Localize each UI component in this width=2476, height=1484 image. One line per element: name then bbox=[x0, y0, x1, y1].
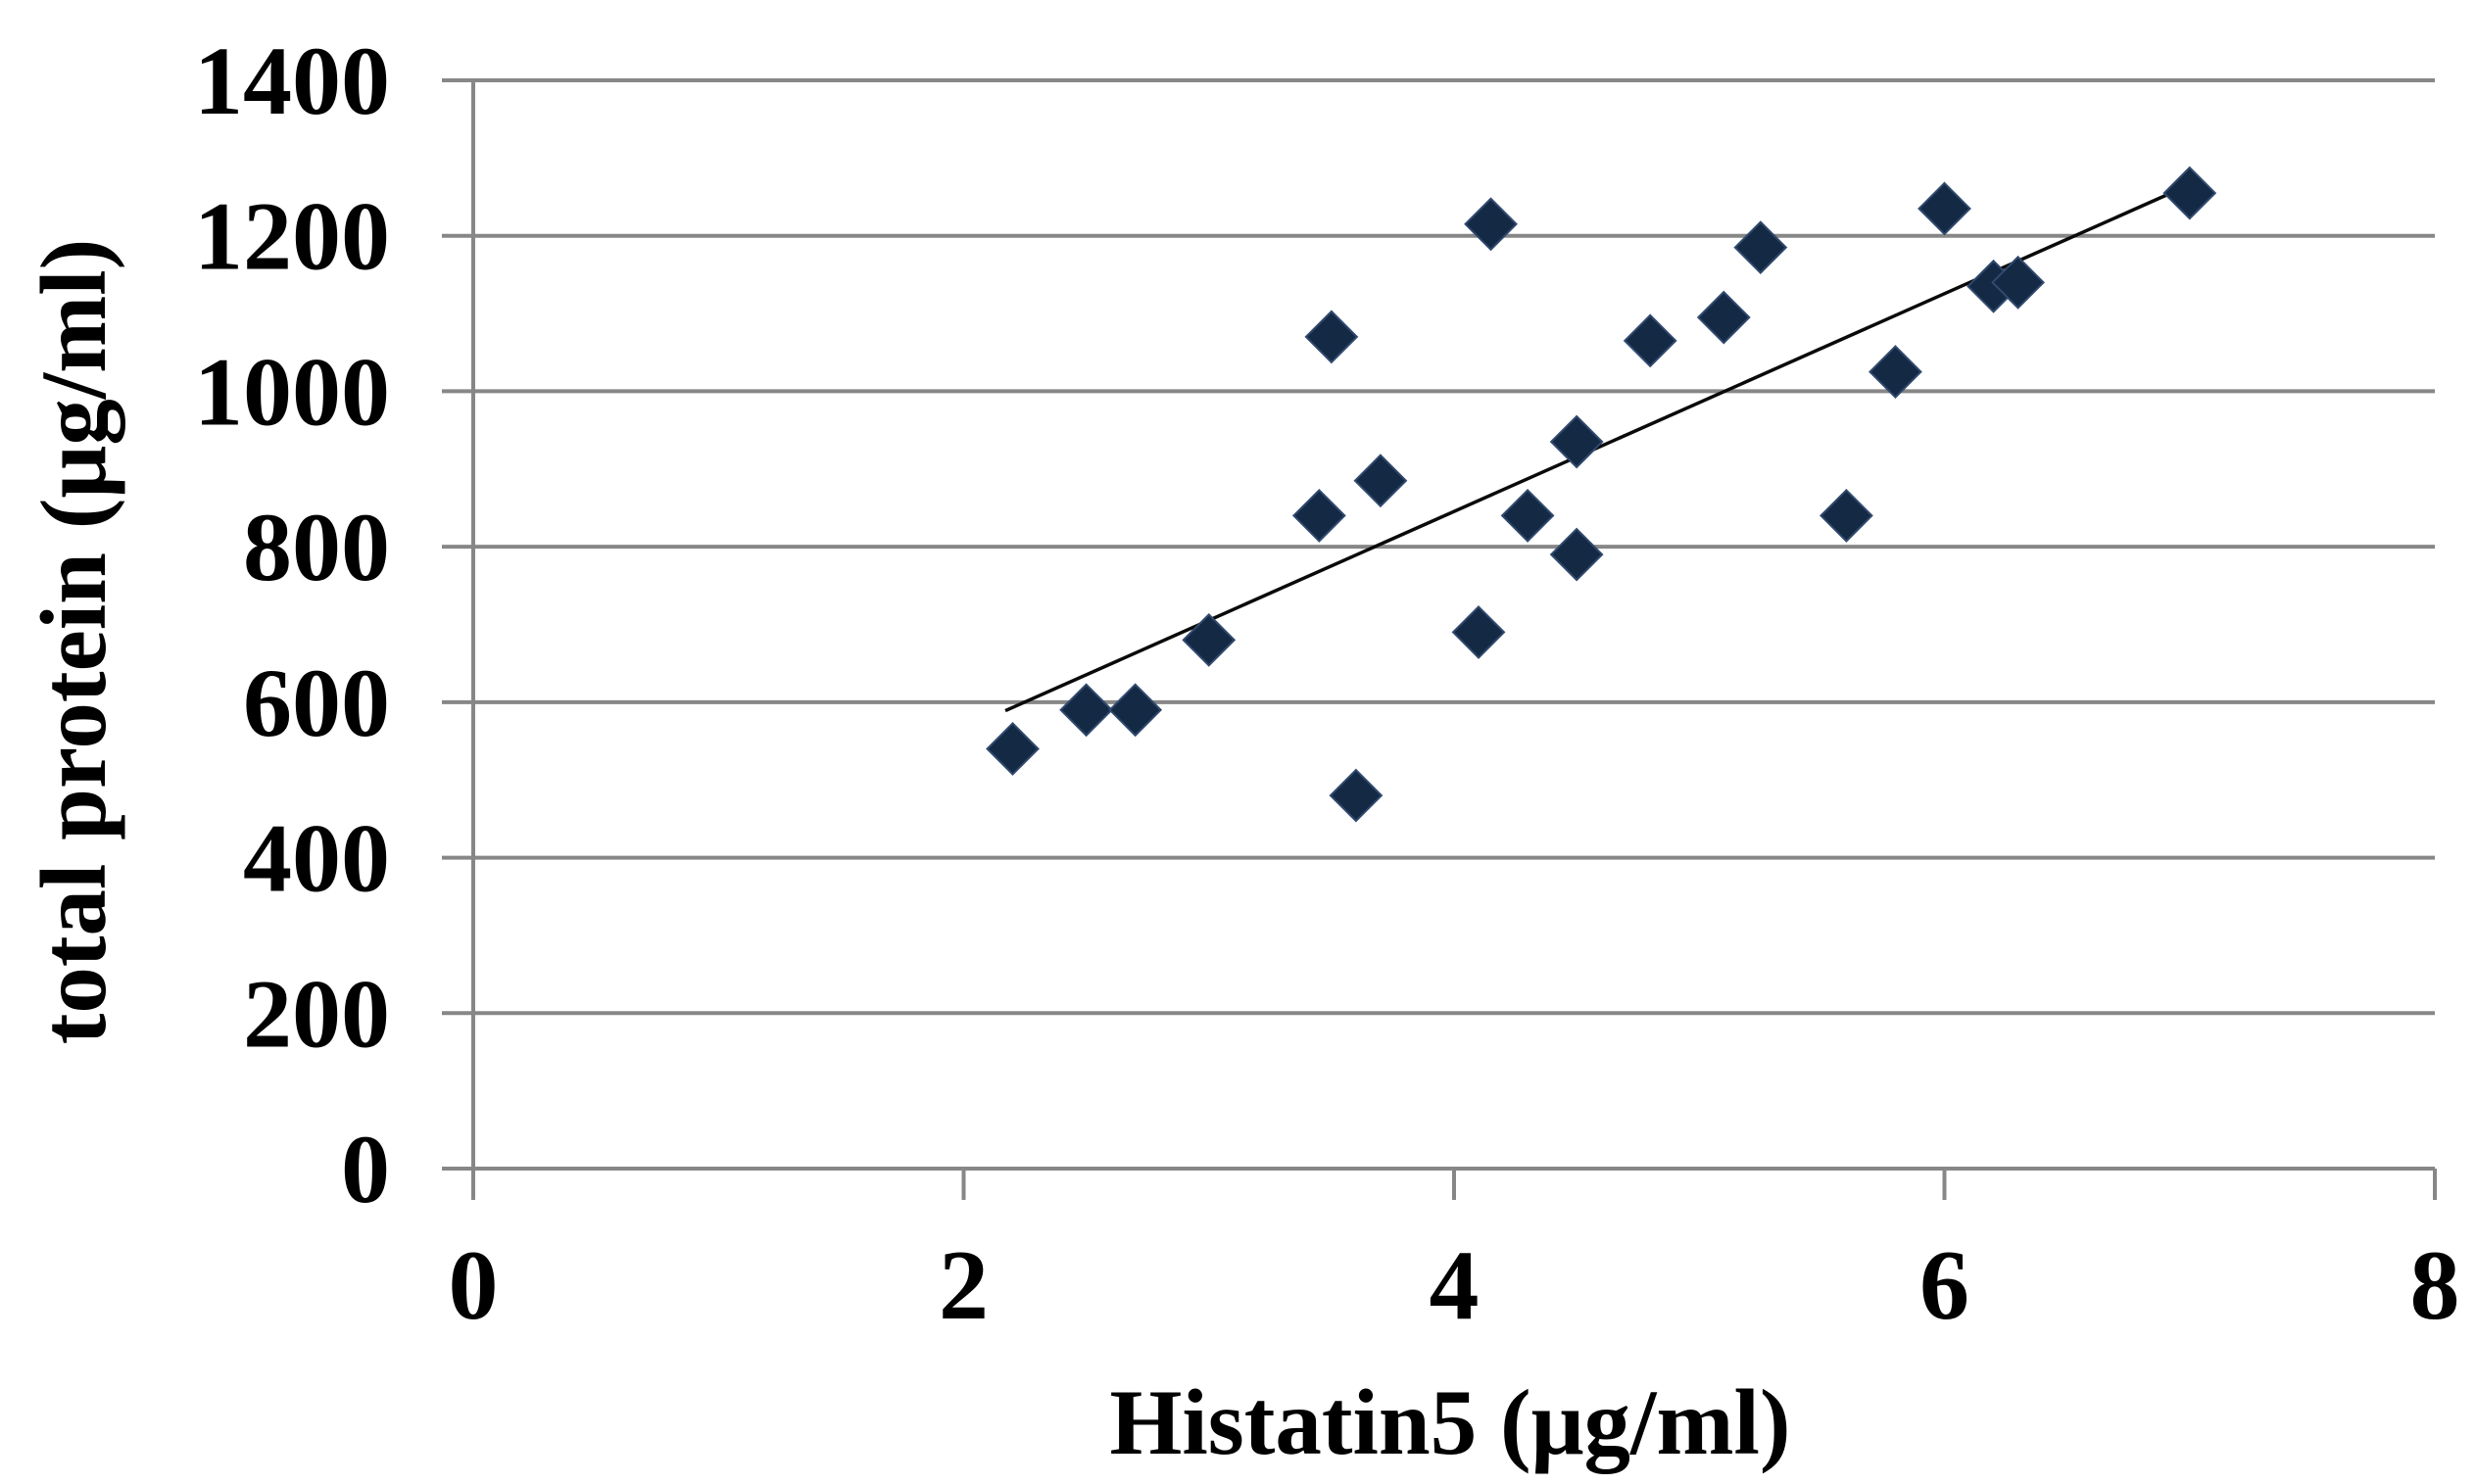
y-tick-label: 600 bbox=[243, 648, 390, 757]
data-point-diamond bbox=[1451, 605, 1506, 659]
x-tick-label: 0 bbox=[449, 1230, 499, 1341]
data-point-diamond bbox=[1819, 488, 1873, 543]
data-point-diamond bbox=[1353, 454, 1408, 508]
y-tick-label: 400 bbox=[243, 804, 390, 913]
data-point-diamond bbox=[1182, 612, 1237, 667]
data-point-diamond bbox=[1869, 345, 1922, 400]
x-axis-title: Histatin5 (μg/ml) bbox=[1109, 1370, 1790, 1474]
x-tick-label: 6 bbox=[1919, 1230, 1969, 1341]
x-tick-label: 8 bbox=[2410, 1230, 2460, 1341]
data-point-diamond bbox=[2162, 166, 2217, 220]
data-point-diamond bbox=[1549, 527, 1604, 582]
data-point-diamond bbox=[1623, 313, 1677, 368]
data-point-diamond bbox=[1304, 310, 1359, 364]
x-tick-label: 4 bbox=[1430, 1230, 1480, 1341]
y-tick-label: 1000 bbox=[194, 337, 390, 446]
y-tick-label: 800 bbox=[243, 493, 390, 601]
data-point-diamond bbox=[1059, 683, 1114, 738]
y-tick-label: 200 bbox=[243, 959, 390, 1068]
data-point-diamond bbox=[1991, 255, 2045, 310]
data-point-diamond bbox=[1464, 197, 1518, 252]
data-point-diamond bbox=[1291, 488, 1346, 543]
data-point-diamond bbox=[1329, 768, 1384, 823]
y-tick-label: 1200 bbox=[194, 182, 390, 291]
data-point-diamond bbox=[1500, 488, 1555, 543]
data-point-diamond bbox=[1549, 414, 1604, 469]
data-point-diamond bbox=[1108, 683, 1163, 738]
data-point-diamond bbox=[986, 722, 1040, 776]
y-tick-label: 0 bbox=[341, 1115, 390, 1223]
data-point-diamond bbox=[1918, 181, 1971, 236]
data-point-diamond bbox=[1733, 220, 1788, 275]
y-axis-title: total protein (μg/ml) bbox=[22, 239, 125, 1045]
y-tick-label: 1400 bbox=[194, 26, 390, 135]
x-tick-label: 2 bbox=[939, 1230, 989, 1341]
data-point-diamond bbox=[1696, 290, 1751, 345]
